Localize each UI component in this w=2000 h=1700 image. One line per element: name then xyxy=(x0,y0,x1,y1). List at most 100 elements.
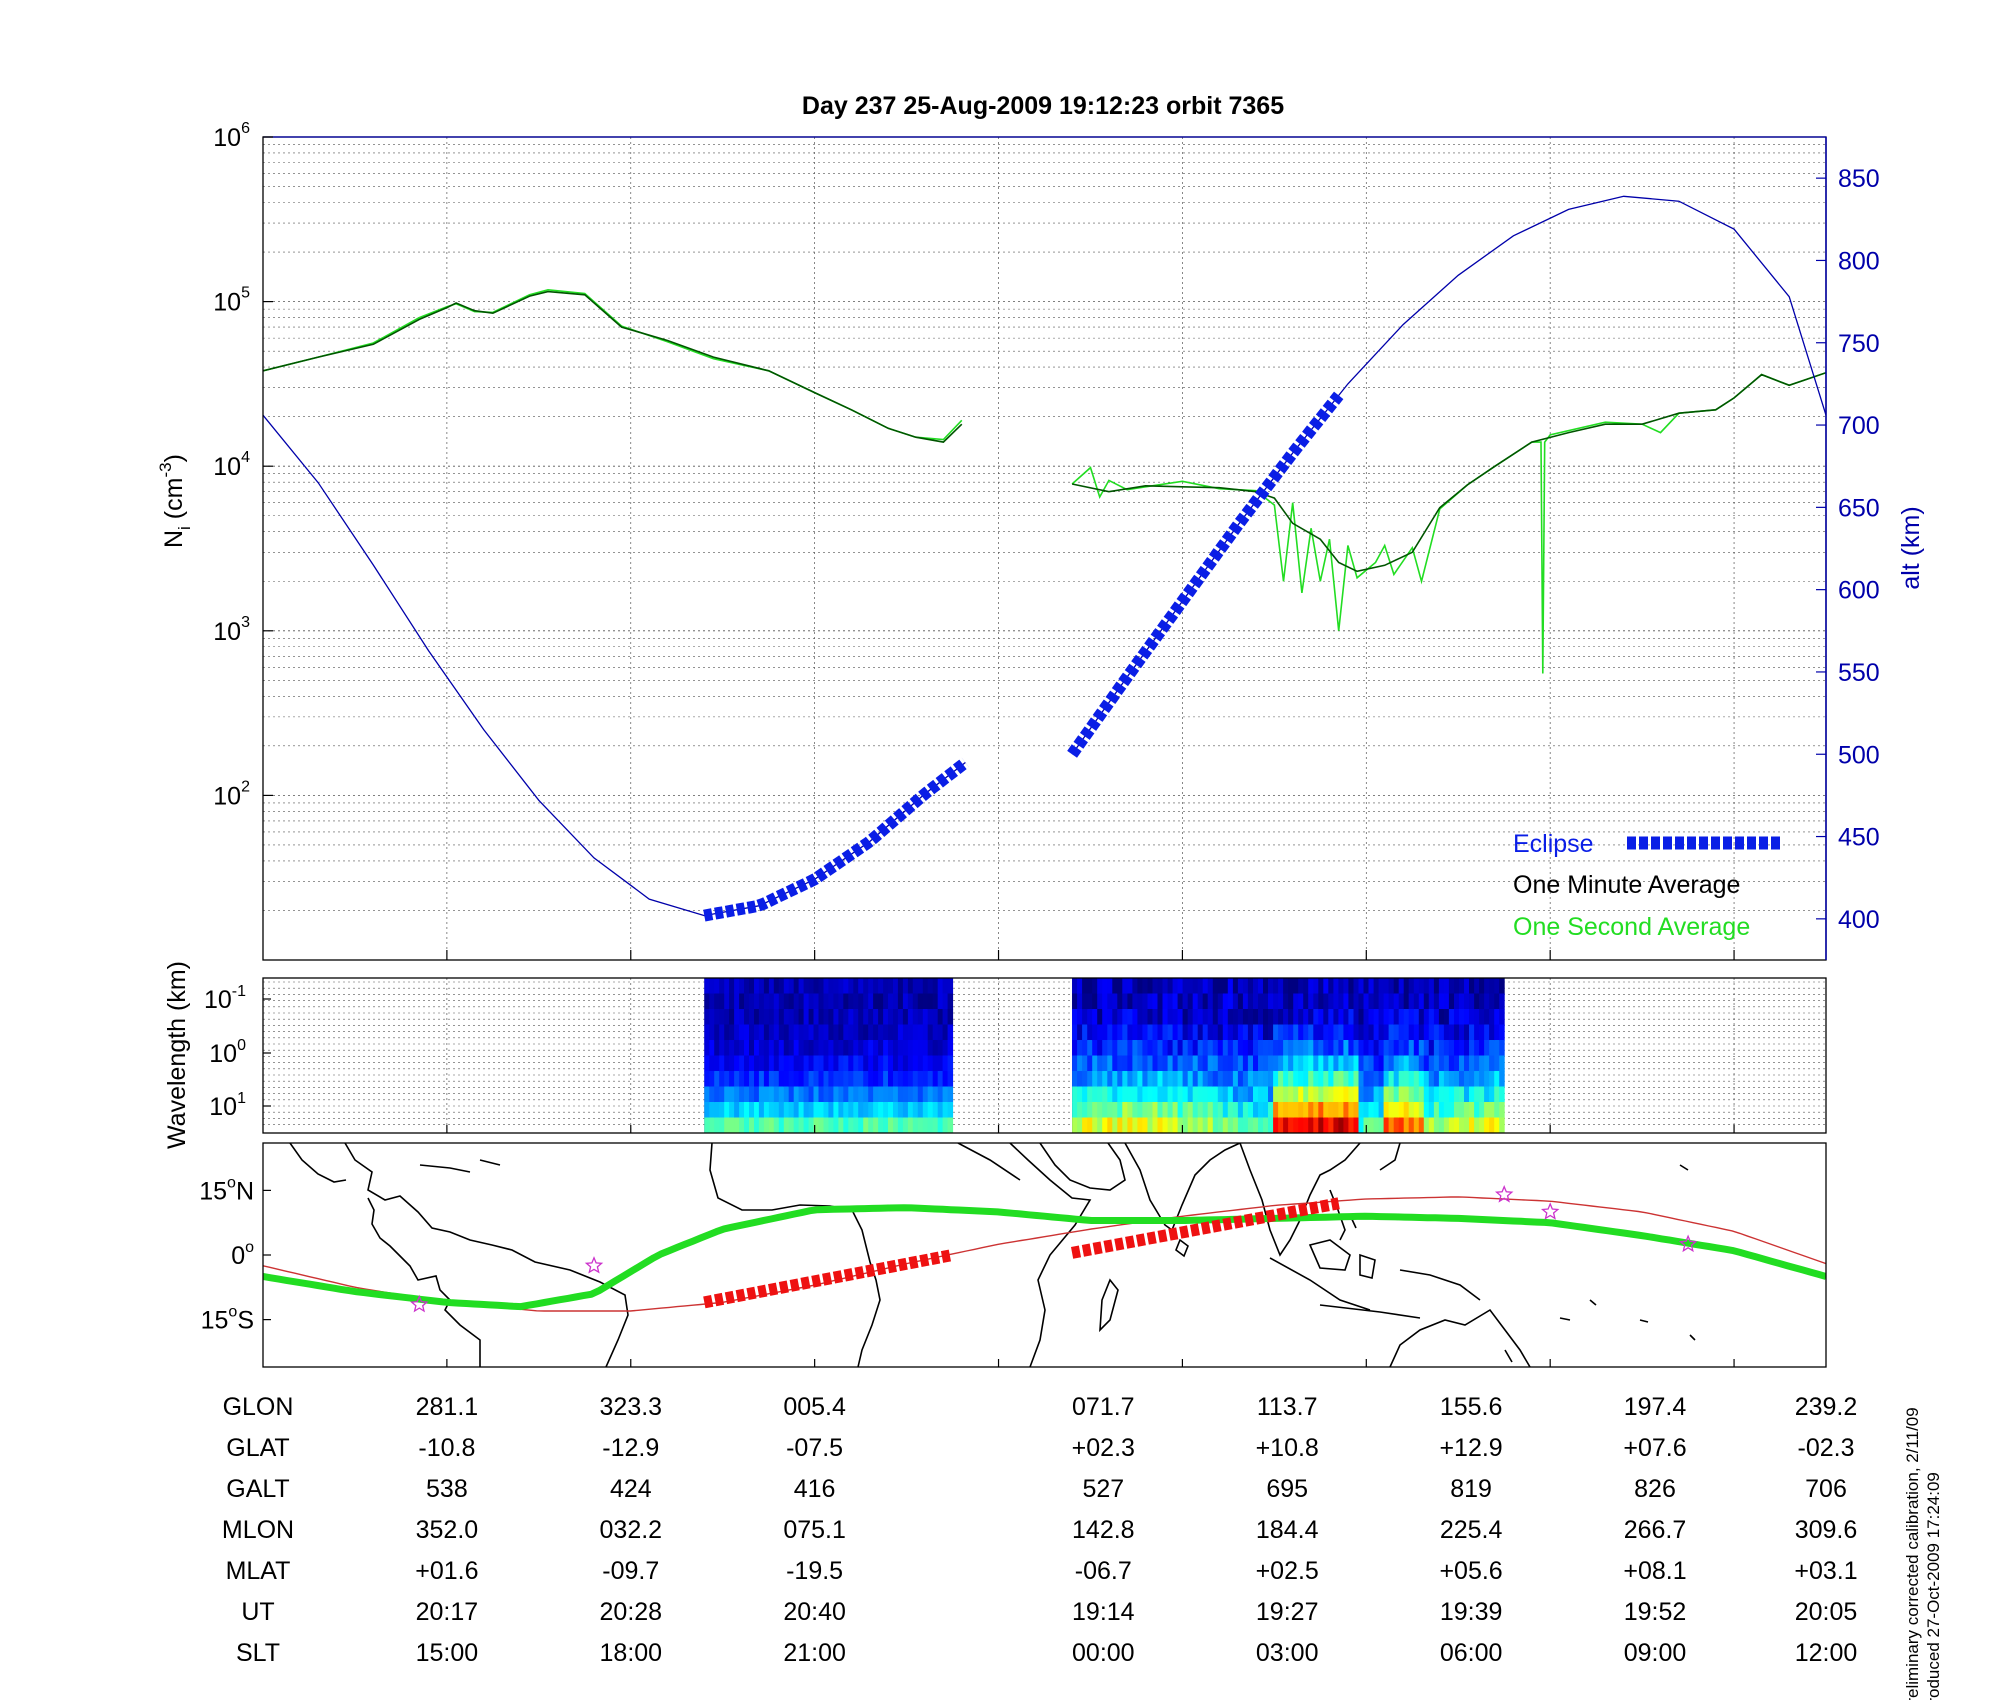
spectrogram-cell xyxy=(1403,1009,1410,1025)
spectrogram-cell xyxy=(1323,1024,1329,1041)
spectrogram-cell xyxy=(1438,1102,1445,1118)
spectrogram-cell xyxy=(1479,1102,1485,1118)
spectrogram-cell xyxy=(1373,1055,1380,1072)
altitude-y-tick-label: 450 xyxy=(1838,824,1880,852)
spectrogram-cell xyxy=(1107,1086,1113,1103)
spectrogram-cell xyxy=(1132,1009,1138,1025)
spectrogram-cell xyxy=(1363,1086,1369,1103)
spectrogram-cell xyxy=(1152,1040,1158,1056)
spectrogram-cell xyxy=(763,1086,770,1103)
spectrogram-cell xyxy=(1147,1117,1153,1134)
spectrogram-cell xyxy=(1464,1086,1470,1103)
spectrogram-cell xyxy=(848,978,854,994)
spectrogram-cell xyxy=(773,1086,780,1103)
spectrogram-cell xyxy=(927,1086,934,1103)
spectrogram-cell xyxy=(897,1102,904,1118)
spectrogram-cell xyxy=(823,1086,829,1103)
spectrogram-cell xyxy=(1117,1040,1123,1056)
spectrogram-cell xyxy=(1469,1055,1475,1072)
spectrogram-cell xyxy=(942,1102,949,1118)
spectrogram-cell xyxy=(1358,993,1364,1010)
spectrogram-cell xyxy=(1197,993,1204,1010)
spectrogram-cell xyxy=(1489,1117,1495,1134)
table-cell: 20:17 xyxy=(416,1598,479,1626)
density-y-label: Ni (cm-3) xyxy=(156,454,194,548)
spectrogram-cell xyxy=(749,993,755,1010)
spectrogram-cell xyxy=(1147,978,1153,994)
table-cell: -12.9 xyxy=(602,1434,659,1462)
spectrogram-cell xyxy=(1459,993,1465,1010)
spectrogram-cell xyxy=(1403,1102,1410,1118)
spectrogram-cell xyxy=(888,1055,894,1072)
spectrogram-cell xyxy=(1363,978,1369,994)
spectrogram-cell xyxy=(853,1024,859,1041)
spectrogram-cell xyxy=(1132,1102,1138,1118)
spectrogram-cell xyxy=(1258,1024,1264,1041)
spectrogram-cell xyxy=(1283,1055,1289,1072)
spectrogram-cell xyxy=(1373,978,1380,994)
spectrogram-cell xyxy=(1408,1055,1415,1072)
spectrogram-cell xyxy=(1459,1117,1465,1134)
spectrogram-cell xyxy=(1373,993,1380,1010)
spectrogram-cell xyxy=(1092,1086,1098,1103)
spectrogram-cell xyxy=(838,1071,844,1087)
spectrogram-cell xyxy=(1378,1055,1385,1072)
spectrogram-cell xyxy=(803,1086,810,1103)
spectrogram-cell xyxy=(783,1071,790,1087)
spectrogram-cell xyxy=(1132,1040,1138,1056)
spectrogram-cell xyxy=(798,1009,805,1025)
spectrogram-cell xyxy=(1112,1055,1118,1072)
spectrogram-cell xyxy=(1428,1117,1435,1134)
spectrogram-cell xyxy=(1117,1102,1123,1118)
spectrogram-cell xyxy=(1343,1086,1349,1103)
spectrogram-cell xyxy=(818,993,824,1010)
spectrogram-cell xyxy=(793,1102,800,1118)
spectrogram-cell xyxy=(1288,1055,1294,1072)
spectrogram-cell xyxy=(1343,1024,1349,1041)
spectrogram-cell xyxy=(778,993,785,1010)
spectrogram-cell xyxy=(917,1024,924,1041)
spectrogram-cell xyxy=(1263,1117,1269,1134)
spectrogram-cell xyxy=(1092,1102,1098,1118)
spectrogram-cell xyxy=(1438,1071,1445,1087)
spectrogram-cell xyxy=(1212,1055,1219,1072)
spectrogram-cell xyxy=(788,1071,795,1087)
spectrogram-cell xyxy=(754,1102,760,1118)
spectrogram-cell xyxy=(1464,1055,1470,1072)
spectrogram-cell xyxy=(1433,1009,1440,1025)
spectrogram-cell xyxy=(754,1117,760,1134)
spectrogram-cell xyxy=(1393,1040,1400,1056)
spectrogram-cell xyxy=(1142,1086,1148,1103)
spectrogram-data xyxy=(704,978,1505,1134)
spectrogram-cell xyxy=(758,1040,765,1056)
spectrogram-cell xyxy=(947,1024,954,1041)
spectrogram-cell xyxy=(1137,1086,1143,1103)
spectrogram-cell xyxy=(1428,1102,1435,1118)
spectrogram-cell xyxy=(1469,1117,1475,1134)
spectrogram-cell xyxy=(714,1117,720,1134)
spectrogram-cell xyxy=(1323,1086,1329,1103)
spectrogram-cell xyxy=(1494,1086,1500,1103)
spectrogram-cell xyxy=(724,1009,730,1025)
altitude-y-tick-label: 750 xyxy=(1838,330,1880,358)
spectrogram-cell xyxy=(1202,1055,1209,1072)
spectrogram-cell xyxy=(1162,1071,1168,1087)
spectrogram-cell xyxy=(922,978,929,994)
spectrogram-cell xyxy=(1388,1009,1395,1025)
spectrogram-cell xyxy=(1448,1040,1455,1056)
spectrogram-cell xyxy=(1278,1086,1284,1103)
spectrogram-cell xyxy=(1459,1040,1465,1056)
spectrogram-cell xyxy=(1388,1102,1395,1118)
spectrogram-cell xyxy=(734,978,740,994)
spectrogram-cell xyxy=(1142,1040,1148,1056)
spectrogram-cell xyxy=(1474,1040,1480,1056)
spectrogram-cell xyxy=(1353,993,1359,1010)
spectrogram-cell xyxy=(783,1024,790,1041)
spectrogram-cell xyxy=(754,978,760,994)
spectrogram-cell xyxy=(1428,1040,1435,1056)
spectrogram-cell xyxy=(709,978,715,994)
spectrogram-cell xyxy=(902,1102,909,1118)
spectrogram-cell xyxy=(818,1055,824,1072)
spectrogram-cell xyxy=(704,993,710,1010)
spectrogram-cell xyxy=(1167,1102,1174,1118)
